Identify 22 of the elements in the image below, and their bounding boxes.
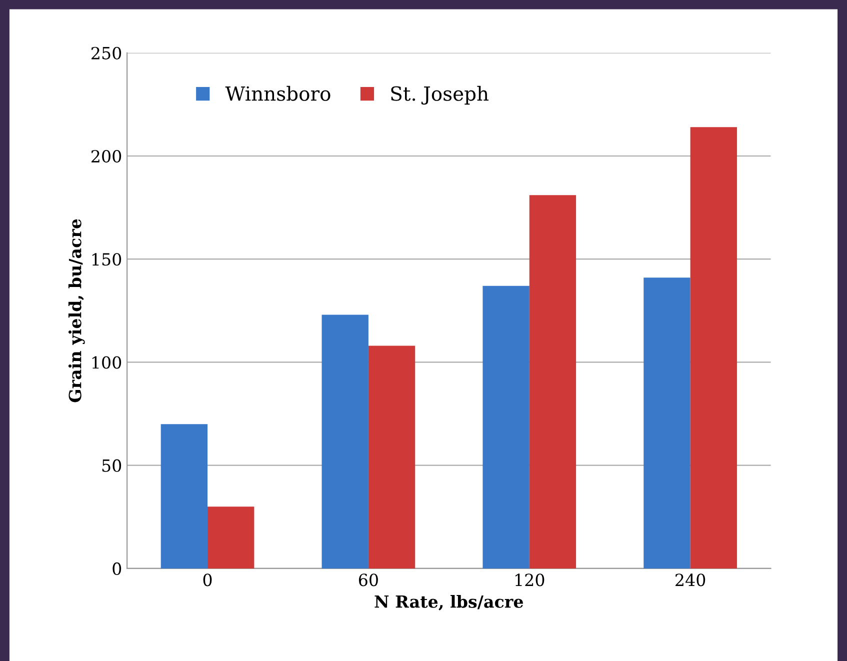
bar [482, 286, 530, 568]
x-tick-label: 0 [203, 574, 212, 586]
y-tick-label: 100 [92, 356, 122, 369]
bar [529, 195, 576, 568]
y-tick-label: 150 [92, 253, 122, 266]
bar [160, 424, 208, 568]
legend-label: St. Joseph [391, 86, 489, 105]
y-axis-title: Grain yield, bu/acre [68, 219, 85, 402]
bar [322, 314, 368, 568]
y-tick-label: 200 [92, 150, 122, 163]
y-tick-label: 50 [102, 459, 122, 472]
bar [690, 127, 737, 568]
x-tick-label: 60 [358, 574, 378, 586]
bar [208, 506, 254, 568]
x-tick-label: 120 [516, 574, 544, 586]
x-tick-label: 240 [676, 574, 706, 586]
y-tick-label: 250 [92, 46, 122, 60]
legend-label: Winnsboro [225, 86, 330, 101]
bar [644, 278, 690, 568]
bar [368, 346, 416, 568]
x-axis-title: N Rate, lbs/acre [374, 595, 524, 610]
y-tick-label: 0 [112, 562, 122, 576]
